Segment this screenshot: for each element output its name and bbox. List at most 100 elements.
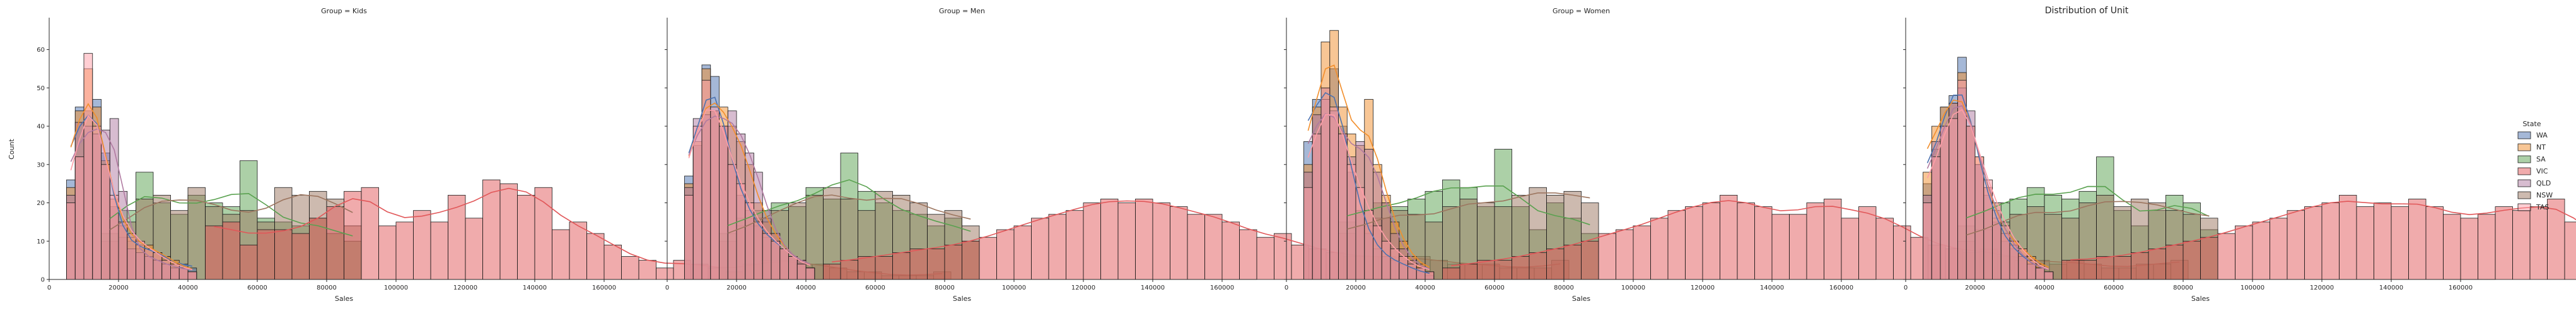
x-axis-label: Sales xyxy=(953,295,972,303)
kde-line-tas xyxy=(688,109,811,266)
bar-vic xyxy=(656,267,674,280)
bar-vic xyxy=(465,218,483,280)
bar-vic xyxy=(2460,218,2478,280)
panel-title: Group = Women xyxy=(1553,7,1610,15)
legend-item-qld: QLD xyxy=(2517,179,2551,187)
y-tick-label: 60 xyxy=(37,47,45,54)
bar-vic xyxy=(962,240,980,280)
x-tick-label: 120000 xyxy=(1071,285,1095,291)
legend-swatch xyxy=(2517,179,2531,187)
x-tick-label: 120000 xyxy=(1691,285,1715,291)
kde-line-tas xyxy=(70,114,193,271)
bar-vic xyxy=(1442,267,1460,280)
kde-line-nt xyxy=(70,103,193,270)
bar-tas xyxy=(1399,256,1408,280)
bar-tas xyxy=(692,126,702,280)
bar-tas xyxy=(66,202,76,280)
bar-vic xyxy=(1598,233,1616,280)
x-tick-label: 80000 xyxy=(317,285,337,291)
bar-vic xyxy=(517,194,535,280)
bar-vic xyxy=(552,229,570,280)
bar-vic xyxy=(1066,210,1084,280)
bar-tas xyxy=(727,164,737,280)
x-tick-label: 100000 xyxy=(1621,285,1645,291)
bar-nsw xyxy=(2044,214,2062,280)
bar-vic xyxy=(840,260,858,280)
bar-nsw xyxy=(805,194,824,280)
bar-vic xyxy=(2425,206,2444,280)
bar-vic xyxy=(603,244,622,280)
kde-line-vic xyxy=(2070,201,2576,261)
bar-vic xyxy=(1806,202,1824,280)
bar-vic xyxy=(2339,194,2357,280)
bar-vic xyxy=(2564,221,2576,280)
bar-vic xyxy=(1702,202,1720,280)
x-tick-label: 20000 xyxy=(1346,285,1366,291)
bar-vic xyxy=(1117,202,1136,280)
x-tick-label: 60000 xyxy=(247,285,267,291)
y-axis-label: Count xyxy=(8,138,16,159)
bar-tas xyxy=(1974,156,1984,280)
bar-vic xyxy=(1737,202,1755,280)
bar-vic xyxy=(2200,237,2218,280)
bar-tas xyxy=(762,233,772,280)
x-tick-label: 0 xyxy=(1285,285,1288,291)
bar-vic xyxy=(2148,249,2166,280)
bar-tas xyxy=(161,260,171,280)
x-tick-label: 40000 xyxy=(2034,285,2054,291)
bar-vic xyxy=(2131,252,2149,280)
kde-line-tas xyxy=(1307,114,1430,271)
bar-vic xyxy=(2078,260,2097,280)
y-tick-label: 10 xyxy=(37,238,45,245)
bar-tas xyxy=(779,249,789,280)
bar-vic xyxy=(2547,199,2565,280)
kde-line-qld xyxy=(1926,105,2049,271)
x-tick-label: 100000 xyxy=(1002,285,1026,291)
legend-swatch xyxy=(2517,203,2531,211)
bar-vic xyxy=(1221,221,1240,280)
bar-tas xyxy=(74,156,85,280)
bar-vic xyxy=(274,229,293,280)
bar-vic xyxy=(909,249,928,280)
bar-vic xyxy=(2443,214,2461,280)
x-tick-label: 100000 xyxy=(2241,285,2264,291)
legend-swatch xyxy=(2517,155,2531,163)
legend-title: State xyxy=(2522,120,2541,128)
kde-line-wa xyxy=(1307,92,1430,274)
kde-line-qld xyxy=(70,128,193,271)
x-tick-label: 20000 xyxy=(726,285,747,291)
legend-label: NSW xyxy=(2536,191,2553,199)
bar-vic xyxy=(1083,202,1101,280)
bar-vic xyxy=(2113,256,2131,280)
x-tick-label: 80000 xyxy=(2173,285,2193,291)
x-tick-label: 140000 xyxy=(1141,285,1165,291)
kde-line-nt xyxy=(1307,64,1430,268)
bar-vic xyxy=(2217,233,2235,280)
bar-vic xyxy=(621,256,639,280)
bar-tas xyxy=(736,183,746,280)
bar-vic xyxy=(1494,260,1512,280)
bar-vic xyxy=(2495,206,2513,280)
kde-line-qld xyxy=(688,115,811,265)
kde-line-tas xyxy=(1926,109,2049,270)
x-tick-label: 60000 xyxy=(2104,285,2124,291)
x-tick-label: 160000 xyxy=(1210,285,1234,291)
bar-vic xyxy=(1135,199,1153,280)
legend-item-wa: WA xyxy=(2517,131,2548,139)
x-tick-label: 40000 xyxy=(796,285,816,291)
bar-vic xyxy=(1824,199,1842,280)
bar-vic xyxy=(413,210,431,280)
bar-vic xyxy=(2096,256,2114,280)
x-tick-label: 160000 xyxy=(592,285,616,291)
bar-tas xyxy=(1329,107,1339,280)
bar-vic xyxy=(430,221,448,280)
kde-line-nsw xyxy=(109,194,353,230)
bar-vic xyxy=(326,206,344,280)
legend-label: VIC xyxy=(2536,167,2548,175)
bar-vic xyxy=(1477,260,1495,280)
legend-label: SA xyxy=(2536,155,2546,163)
bar-vic xyxy=(1512,256,1530,280)
bar-vic xyxy=(1013,225,1032,280)
x-tick-label: 80000 xyxy=(935,285,955,291)
